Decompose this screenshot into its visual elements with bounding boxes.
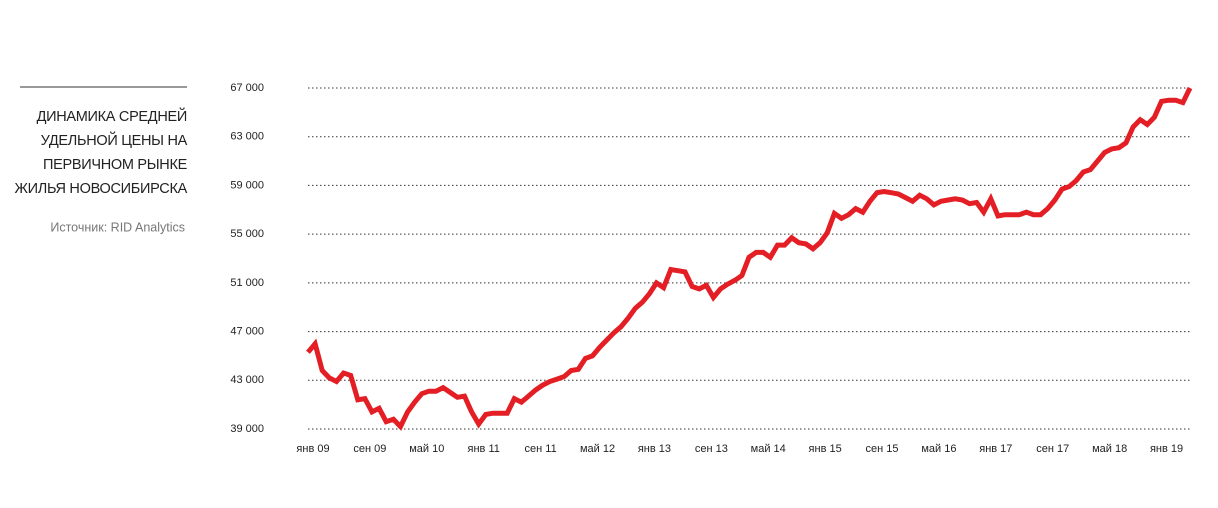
x-tick-label: янв 19 (1150, 443, 1183, 455)
y-tick-label: 39 000 (230, 423, 264, 435)
x-tick-label: сен 17 (1036, 443, 1069, 455)
chart-title: УДЕЛЬНОЙ ЦЕНЫ НА (41, 131, 188, 149)
y-tick-label: 51 000 (230, 277, 264, 289)
x-tick-label: сен 09 (353, 443, 386, 455)
x-tick-label: янв 17 (979, 443, 1012, 455)
x-tick-label: янв 15 (809, 443, 842, 455)
y-tick-label: 47 000 (230, 325, 264, 337)
x-tick-label: май 14 (751, 443, 786, 455)
x-tick-label: май 12 (580, 443, 615, 455)
y-tick-label: 59 000 (230, 179, 264, 191)
x-tick-label: май 18 (1092, 443, 1127, 455)
x-tick-label: сен 11 (525, 443, 557, 455)
x-tick-label: май 16 (921, 443, 956, 455)
x-tick-label: янв 11 (468, 443, 500, 455)
x-tick-label: янв 09 (296, 443, 329, 455)
y-tick-label: 55 000 (230, 228, 264, 240)
chart-title: ПЕРВИЧНОМ РЫНКЕ (43, 157, 188, 173)
y-tick-label: 63 000 (230, 131, 264, 143)
chart-title: ДИНАМИКА СРЕДНЕЙ (37, 107, 187, 125)
data-line (306, 86, 1193, 431)
y-tick-label: 43 000 (230, 374, 264, 386)
x-tick-label: янв 13 (638, 443, 671, 455)
x-tick-label: сен 15 (866, 443, 899, 455)
x-tick-label: сен 13 (695, 443, 728, 455)
y-tick-label: 67 000 (230, 82, 264, 94)
source: Источник: RID Analytics (50, 220, 185, 234)
chart-title: ЖИЛЬЯ НОВОСИБИРСКА (15, 181, 188, 197)
x-tick-label: май 10 (409, 443, 444, 455)
